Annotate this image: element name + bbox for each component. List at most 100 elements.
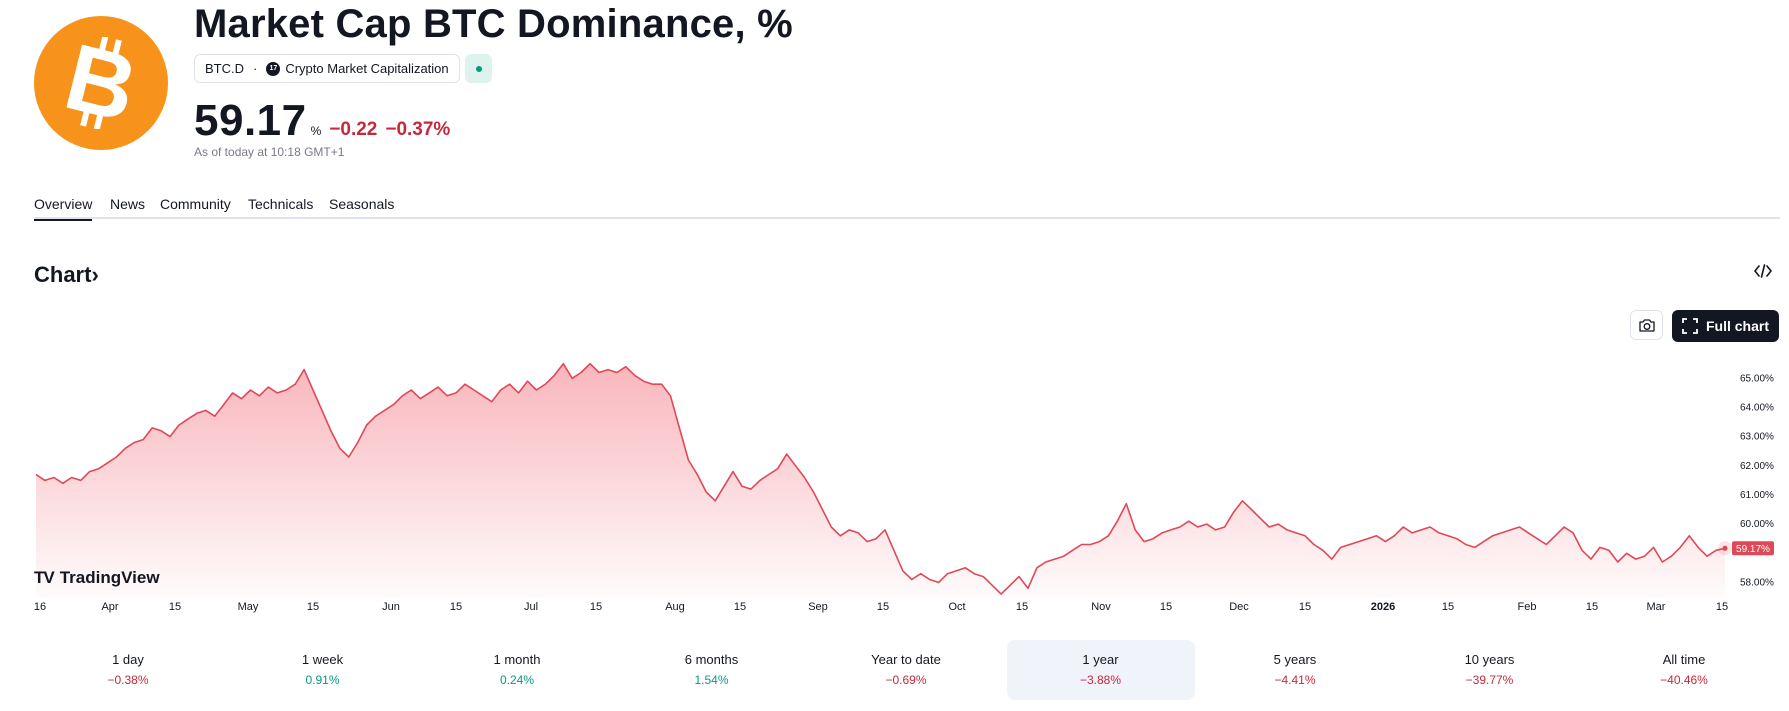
x-tick-label: Sep bbox=[808, 601, 828, 613]
period-change: 0.24% bbox=[499, 673, 535, 687]
period-change: −0.38% bbox=[107, 673, 149, 687]
period-label: 6 months bbox=[684, 652, 739, 667]
price-change-pct: −0.37% bbox=[385, 119, 451, 140]
x-tick-label: 15 bbox=[1716, 601, 1728, 613]
x-tick-label: 15 bbox=[450, 601, 462, 613]
period-change: 0.91% bbox=[305, 673, 340, 687]
y-tick-label: 61.00% bbox=[1740, 490, 1774, 501]
period-change: −4.41% bbox=[1274, 673, 1316, 687]
tab-technicals[interactable]: Technicals bbox=[248, 196, 314, 212]
chevron-right-icon: › bbox=[91, 262, 99, 287]
period-label: All time bbox=[1662, 652, 1706, 667]
fullscreen-icon bbox=[1682, 318, 1698, 334]
x-tick-label: 15 bbox=[1160, 601, 1172, 613]
dominance-chart[interactable]: 65.00% 64.00% 63.00% 62.00% 61.00% 60.00% 58.0… bbox=[0, 355, 1789, 620]
x-tick-label: Feb bbox=[1518, 601, 1537, 613]
tab-bar: Overview News Community Technicals Seaso… bbox=[34, 196, 1780, 221]
period-label: Year to date bbox=[871, 652, 941, 667]
period-label: 1 week bbox=[301, 652, 344, 667]
x-tick-label: 15 bbox=[734, 601, 746, 613]
svg-text:B: B bbox=[65, 37, 137, 129]
period-change: −39.77% bbox=[1465, 673, 1514, 687]
tab-community[interactable]: Community bbox=[160, 196, 231, 212]
as-of-timestamp: As of today at 10:18 GMT+1 bbox=[194, 145, 345, 159]
x-tick-label: Jun bbox=[382, 601, 400, 613]
x-tick-label: Mar bbox=[1647, 601, 1666, 613]
market-status-button[interactable] bbox=[465, 54, 492, 83]
period-button[interactable]: 5 years −4.41% bbox=[1201, 640, 1389, 700]
full-chart-button[interactable]: Full chart bbox=[1672, 310, 1779, 342]
last-value-marker: 59.17% bbox=[1718, 541, 1774, 556]
y-tick-label: 64.00% bbox=[1740, 402, 1774, 413]
market-status-dot-icon bbox=[475, 65, 482, 72]
x-tick-label: 15 bbox=[590, 601, 602, 613]
period-button[interactable]: All time −40.46% bbox=[1590, 640, 1778, 700]
period-button[interactable]: 1 day −0.38% bbox=[34, 640, 222, 700]
x-tick-label: 15 bbox=[1442, 601, 1454, 613]
tradingview-brand[interactable]: TV TradingView bbox=[34, 568, 160, 588]
x-tick-label: Oct bbox=[948, 601, 965, 613]
full-chart-label: Full chart bbox=[1705, 318, 1769, 334]
period-change: −3.88% bbox=[1079, 673, 1122, 687]
period-button[interactable]: 1 month 0.24% bbox=[423, 640, 611, 700]
y-tick-label: 60.00% bbox=[1740, 519, 1774, 530]
bitcoin-logo-icon: B bbox=[34, 16, 168, 150]
price-row: 59.17 % −0.22 −0.37% bbox=[194, 96, 458, 146]
x-tick-label: 15 bbox=[1016, 601, 1028, 613]
x-axis: 16 Apr 15 May 15 Jun 15 Jul 15 Aug 15 Sep 15 Oct 15 Nov… bbox=[34, 601, 1728, 613]
tab-overview[interactable]: Overview bbox=[34, 196, 93, 221]
chart-heading-link[interactable]: Chart› bbox=[34, 262, 99, 288]
source-label: Crypto Market Capitalization bbox=[285, 61, 449, 76]
x-tick-label: 2026 bbox=[1371, 601, 1395, 613]
x-tick-label: May bbox=[238, 601, 259, 613]
tradingview-icon: 17 bbox=[266, 61, 281, 76]
series-area bbox=[36, 363, 1725, 597]
price-unit: % bbox=[310, 124, 322, 138]
period-button[interactable]: 10 years −39.77% bbox=[1396, 640, 1584, 700]
x-tick-label: 15 bbox=[1586, 601, 1598, 613]
period-change: −40.46% bbox=[1660, 673, 1708, 687]
x-tick-label: Nov bbox=[1091, 601, 1111, 613]
period-change: 1.54% bbox=[694, 673, 729, 687]
tab-news[interactable]: News bbox=[110, 196, 146, 212]
period-performance-bar: 1 day −0.38% 1 week 0.91% 1 month 0.24% 6 mont… bbox=[34, 640, 1780, 700]
chart-heading: Chart bbox=[34, 262, 92, 287]
y-tick-label: 65.00% bbox=[1740, 373, 1774, 384]
period-button[interactable]: Year to date −0.69% bbox=[812, 640, 1000, 700]
x-tick-label: Apr bbox=[101, 601, 118, 613]
symbol-separator: · bbox=[253, 61, 258, 76]
symbol-pill[interactable]: BTC.D · 17 Crypto Market Capitalization bbox=[194, 54, 460, 83]
last-point bbox=[1722, 545, 1728, 551]
x-tick-label: 15 bbox=[169, 601, 181, 613]
x-tick-label: 15 bbox=[307, 601, 319, 613]
y-tick-label: 58.00% bbox=[1740, 577, 1774, 588]
x-tick-label: 16 bbox=[34, 601, 46, 613]
last-value-badge bbox=[1732, 541, 1774, 556]
x-tick-label: Dec bbox=[1229, 601, 1249, 613]
period-label: 5 years bbox=[1273, 652, 1317, 667]
period-change: −0.69% bbox=[885, 673, 927, 687]
embed-code-icon[interactable] bbox=[1754, 264, 1772, 281]
symbol-label: BTC.D bbox=[205, 61, 244, 76]
x-tick-label: 15 bbox=[877, 601, 889, 613]
period-button[interactable]: 1 year −3.88% bbox=[1006, 640, 1195, 700]
period-label: 10 years bbox=[1464, 652, 1515, 667]
tradingview-brand-label: TradingView bbox=[59, 568, 160, 587]
period-label: 1 day bbox=[112, 652, 144, 667]
tradingview-logo-icon: TV bbox=[34, 568, 55, 587]
period-button[interactable]: 6 months 1.54% bbox=[618, 640, 806, 700]
period-label: 1 month bbox=[493, 652, 541, 667]
y-tick-label: 62.00% bbox=[1740, 461, 1774, 472]
period-label: 1 year bbox=[1082, 652, 1119, 667]
snapshot-button[interactable] bbox=[1630, 310, 1663, 340]
price-value: 59.17 bbox=[194, 96, 307, 145]
tab-seasonals[interactable]: Seasonals bbox=[329, 196, 395, 212]
period-button[interactable]: 1 week 0.91% bbox=[229, 640, 417, 700]
x-tick-label: Jul bbox=[524, 601, 538, 613]
x-tick-label: Aug bbox=[665, 601, 685, 613]
camera-icon bbox=[1638, 318, 1655, 332]
last-value-label: 59.17% bbox=[1736, 544, 1770, 555]
series-line bbox=[35, 362, 1726, 595]
y-tick-label: 63.00% bbox=[1740, 432, 1774, 443]
price-change-abs: −0.22 bbox=[329, 119, 378, 140]
